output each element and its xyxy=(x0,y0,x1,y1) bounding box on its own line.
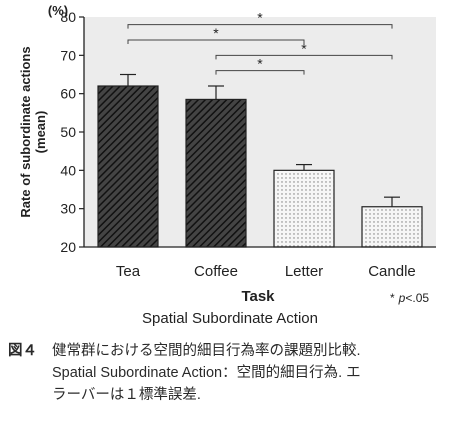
y-axis-title: Rate of subordinate actions xyxy=(18,46,33,217)
caption-line-1: 健常群における空間的細目行為率の課題別比較. xyxy=(52,343,361,359)
figure-caption: 図４ 健常群における空間的細目行為率の課題別比較. Spatial Subordi… xyxy=(8,340,456,406)
y-tick-label: 40 xyxy=(60,162,76,178)
significance-marker: * xyxy=(213,25,219,41)
significance-note: * p<.05 xyxy=(390,291,429,305)
significance-bracket xyxy=(215,54,393,60)
caption-line-2: Spatial Subordinate Action：空間的細目行為. エ xyxy=(52,365,361,381)
y-tick-label: 50 xyxy=(60,124,76,140)
bar-chart: * * * * 20 30 40 50 60 70 80 Tea Coffee Letter Candl… xyxy=(18,3,436,327)
x-axis-title: Task xyxy=(241,288,275,305)
x-tick-label-letter: Letter xyxy=(285,263,323,280)
x-tick-label-candle: Candle xyxy=(368,263,416,280)
chart-subtitle: Spatial Subordinate Action xyxy=(142,310,318,327)
significance-marker: * xyxy=(257,56,263,72)
significance-marker: * xyxy=(257,10,263,26)
y-tick-label: 70 xyxy=(60,47,76,63)
bar-coffee xyxy=(185,98,247,248)
significance-marker: * xyxy=(301,40,307,56)
y-tick-label: 20 xyxy=(60,239,76,255)
bar-letter xyxy=(273,169,335,248)
significance-bracket xyxy=(215,70,305,75)
significance-bracket xyxy=(127,24,393,29)
y-axis-title-unit: (mean) xyxy=(33,111,48,154)
y-tick-label: 80 xyxy=(60,9,76,25)
y-tick-label: 30 xyxy=(60,201,76,217)
y-tick-label: 60 xyxy=(60,86,76,102)
figure-id: 図４ xyxy=(8,343,37,359)
x-tick-label-coffee: Coffee xyxy=(194,263,238,280)
bar-tea xyxy=(97,85,159,248)
significance-bracket xyxy=(127,39,305,44)
bar-candle xyxy=(361,206,423,248)
x-tick-label-tea: Tea xyxy=(116,263,141,280)
caption-line-3: ラーバーは１標準誤差. xyxy=(52,387,201,403)
y-unit-label: (%) xyxy=(48,3,68,18)
